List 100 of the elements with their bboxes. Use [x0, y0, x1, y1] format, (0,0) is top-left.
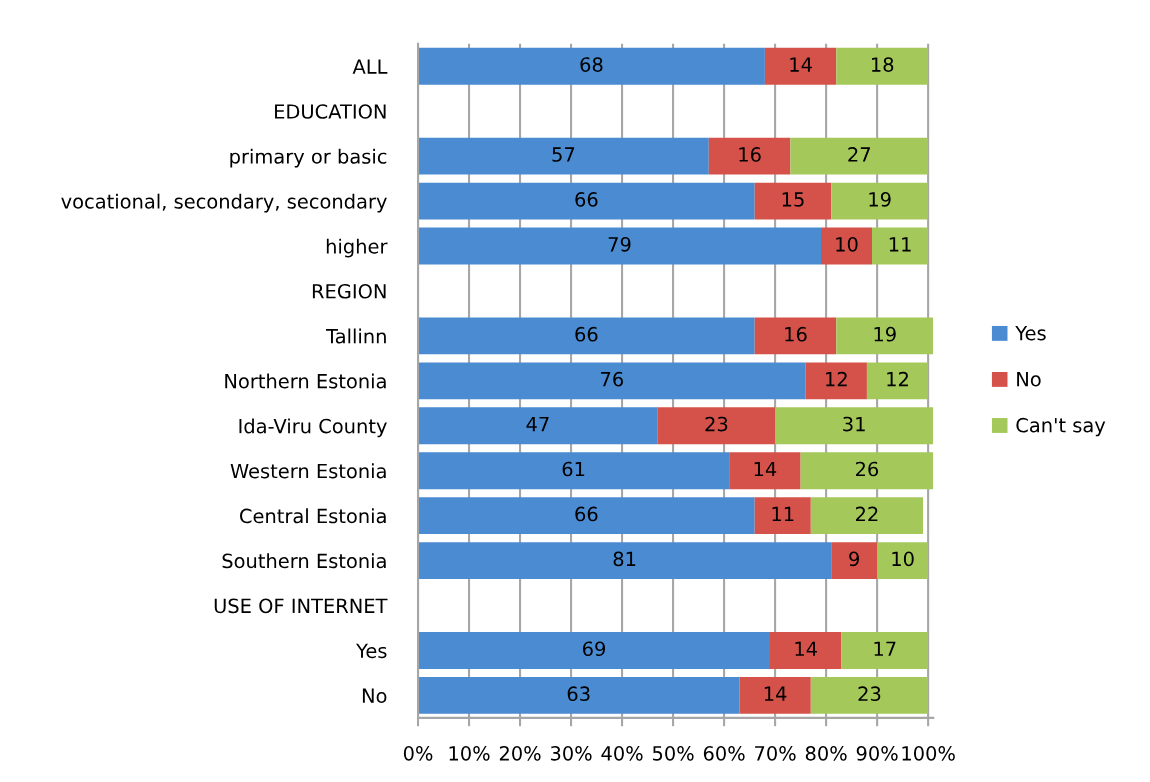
bar	[754, 497, 811, 535]
data-label: 23	[705, 416, 728, 432]
data-label: 18	[871, 57, 894, 72]
data-label: 12	[826, 371, 847, 387]
bar	[418, 362, 806, 400]
y-tick-label: primary or basic	[230, 148, 387, 168]
y-tick-label: Yes	[356, 643, 387, 659]
bar	[831, 182, 929, 220]
data-label: 61	[562, 461, 585, 477]
data-label: 17	[874, 641, 896, 656]
x-tick-label: 10%	[449, 746, 490, 761]
bar	[866, 362, 929, 400]
x-tick-label: 80%	[805, 746, 847, 761]
y-tick-label: higher	[326, 238, 388, 258]
data-label: 14	[790, 57, 812, 72]
bar	[657, 407, 776, 445]
y-tick-label: Central Estonia	[240, 508, 386, 524]
y-tick-label: Northern Estonia	[225, 373, 386, 389]
bar	[418, 227, 821, 265]
x-tick-label: 20%	[499, 746, 541, 761]
y-tick-label: ALL	[352, 59, 388, 74]
bar	[418, 47, 765, 85]
data-label: 66	[575, 326, 598, 342]
bar	[418, 137, 709, 175]
data-label: 23	[858, 686, 881, 702]
data-label: 11	[889, 237, 911, 252]
y-tick-label: vocational, secondary, secondary	[61, 193, 387, 213]
data-label: 9	[849, 551, 859, 567]
bar	[729, 452, 801, 490]
x-tick-label: 30%	[550, 746, 592, 761]
bar	[418, 497, 755, 535]
bar	[775, 407, 934, 445]
bar	[841, 632, 929, 669]
bar	[821, 227, 873, 265]
x-tick-label: 40%	[601, 746, 643, 761]
y-tick-label: Southern Estonia	[222, 553, 386, 569]
y-tick-label: EDUCATION	[275, 104, 386, 119]
y-tick-label: Tallinn	[325, 328, 386, 344]
data-label: 81	[613, 551, 636, 567]
bar	[769, 632, 842, 669]
bar	[418, 452, 730, 490]
bar	[418, 182, 755, 220]
bar	[754, 317, 837, 355]
data-label: 66	[575, 506, 598, 522]
bar	[418, 632, 770, 669]
data-label: 16	[785, 326, 807, 342]
legend-label: No	[1017, 372, 1041, 387]
data-label: 68	[580, 57, 603, 72]
legend-label: Yes	[1015, 325, 1046, 341]
data-label: 57	[552, 147, 575, 162]
bar	[836, 317, 934, 355]
bar	[810, 676, 929, 714]
bar	[836, 47, 929, 85]
bar	[805, 362, 867, 400]
bar	[790, 137, 929, 175]
bar	[800, 452, 934, 490]
bar	[831, 542, 878, 580]
data-label: 19	[874, 326, 896, 342]
data-label: 47	[526, 416, 549, 432]
bar	[754, 182, 832, 220]
y-tick-label: Ida-Viru County	[239, 418, 387, 438]
bar	[810, 497, 924, 535]
bar	[877, 542, 929, 580]
bar	[739, 676, 811, 714]
y-tick-label: USE OF INTERNET	[214, 598, 388, 614]
x-tick-label: 100%	[902, 746, 955, 761]
data-label: 31	[843, 416, 865, 432]
y-tick-label: Western Estonia	[230, 463, 386, 479]
x-tick-label: 70%	[755, 746, 796, 761]
data-label: 19	[869, 192, 891, 207]
data-label: 26	[855, 461, 879, 477]
data-label: 66	[575, 192, 598, 207]
bar	[872, 227, 929, 265]
x-tick-label: 0%	[403, 746, 433, 761]
data-label: 10	[836, 236, 858, 252]
bar	[418, 542, 832, 580]
x-tick-label: 90%	[856, 746, 898, 761]
bar	[418, 676, 740, 714]
legend-label: Can't say	[1016, 417, 1106, 437]
bar	[708, 137, 791, 175]
data-label: 15	[782, 192, 804, 207]
y-tick-label: REGION	[312, 283, 386, 299]
bar	[418, 407, 658, 445]
data-label: 14	[764, 686, 787, 701]
data-label: 16	[739, 147, 761, 162]
x-tick-label: 50%	[652, 746, 694, 761]
x-tick-label: 60%	[703, 746, 745, 761]
data-label: 14	[754, 461, 777, 477]
bar	[418, 317, 755, 355]
data-label: 76	[601, 371, 624, 387]
data-label: 69	[583, 641, 606, 657]
data-label: 27	[848, 147, 870, 162]
data-label: 11	[772, 506, 794, 522]
data-label: 63	[567, 686, 590, 702]
bar	[764, 47, 837, 85]
data-label: 79	[608, 236, 631, 252]
data-label: 10	[892, 551, 914, 567]
data-label: 14	[795, 641, 817, 656]
data-label: 12	[887, 371, 908, 387]
y-tick-label: No	[362, 688, 387, 704]
